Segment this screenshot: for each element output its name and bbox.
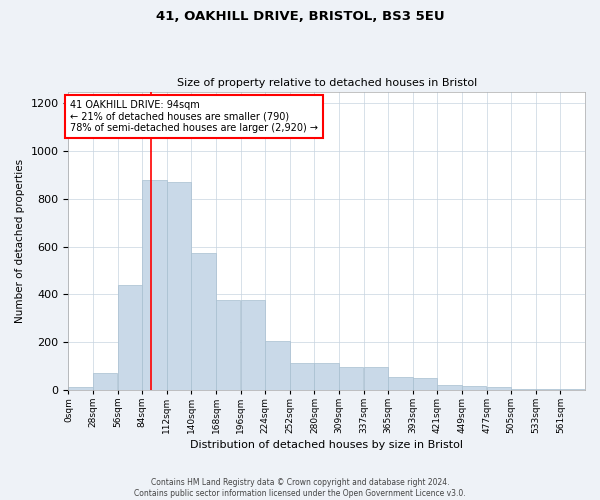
Bar xyxy=(216,300,241,390)
Bar xyxy=(413,378,437,390)
Bar xyxy=(68,388,93,390)
X-axis label: Distribution of detached houses by size in Bristol: Distribution of detached houses by size … xyxy=(190,440,463,450)
Bar xyxy=(142,180,167,390)
Bar xyxy=(265,341,290,390)
Bar xyxy=(93,373,118,390)
Y-axis label: Number of detached properties: Number of detached properties xyxy=(15,158,25,322)
Bar xyxy=(191,252,216,390)
Text: Contains HM Land Registry data © Crown copyright and database right 2024.
Contai: Contains HM Land Registry data © Crown c… xyxy=(134,478,466,498)
Bar xyxy=(364,367,388,390)
Bar xyxy=(462,386,487,390)
Text: 41 OAKHILL DRIVE: 94sqm
← 21% of detached houses are smaller (790)
78% of semi-d: 41 OAKHILL DRIVE: 94sqm ← 21% of detache… xyxy=(70,100,318,133)
Bar xyxy=(339,367,364,390)
Text: 41, OAKHILL DRIVE, BRISTOL, BS3 5EU: 41, OAKHILL DRIVE, BRISTOL, BS3 5EU xyxy=(155,10,445,23)
Bar xyxy=(487,388,511,390)
Bar xyxy=(314,364,339,390)
Bar xyxy=(388,376,413,390)
Bar xyxy=(290,364,314,390)
Bar xyxy=(118,285,142,390)
Bar xyxy=(511,388,536,390)
Bar xyxy=(167,182,191,390)
Bar xyxy=(241,300,265,390)
Bar xyxy=(437,385,462,390)
Title: Size of property relative to detached houses in Bristol: Size of property relative to detached ho… xyxy=(176,78,477,88)
